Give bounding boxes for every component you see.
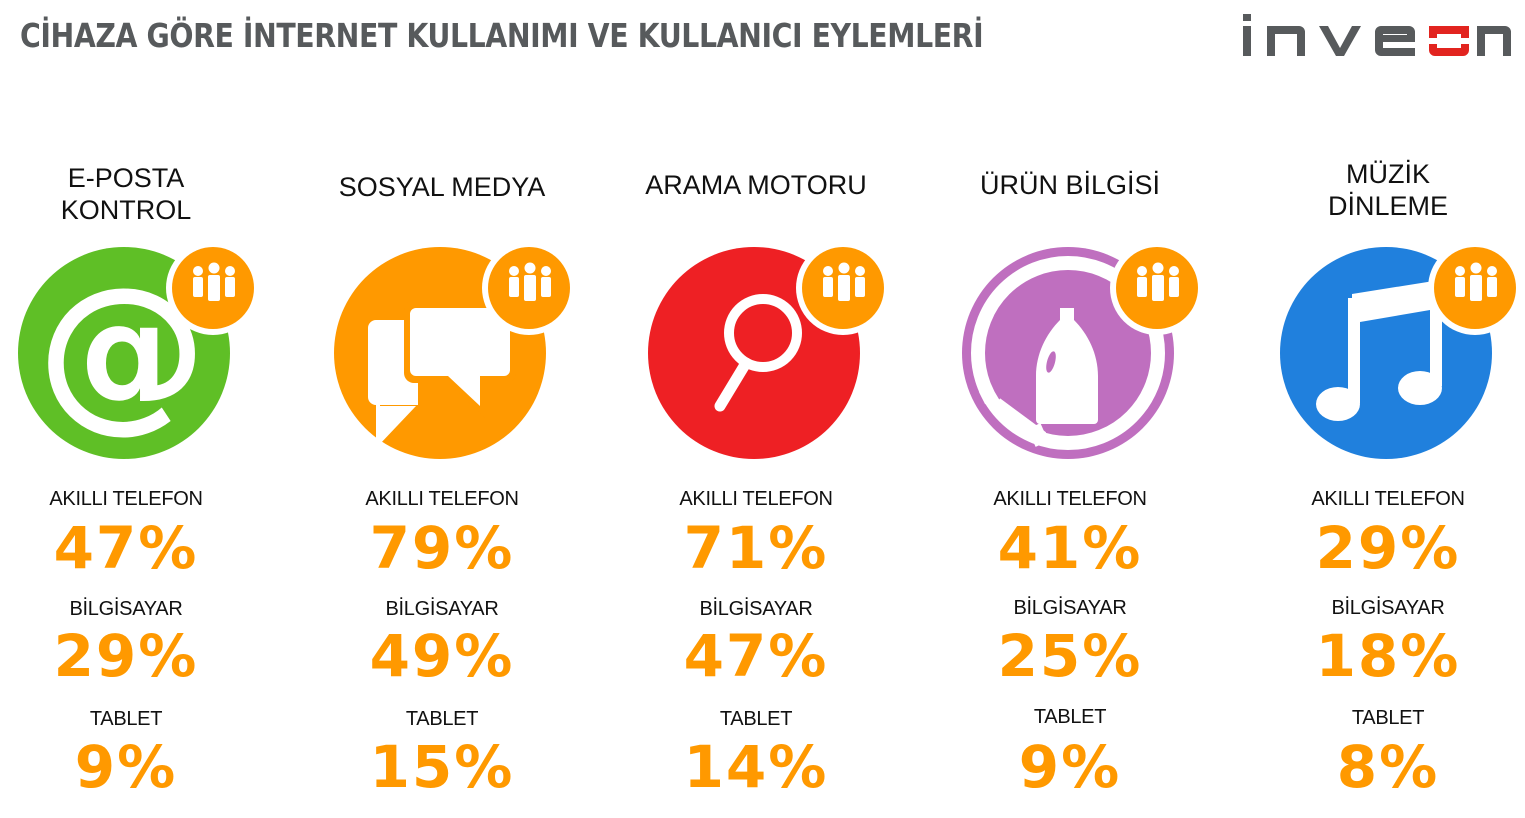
stat-label-tablet: TABLET (1351, 707, 1425, 729)
stat-label-computer: BİLGİSAYAR (385, 598, 499, 620)
stat-label-computer: BİLGİSAYAR (1331, 597, 1445, 619)
stat-value-tablet: 14% (683, 733, 829, 801)
stat-value-computer: 47% (683, 622, 829, 690)
stat-value-smartphone: 71% (683, 514, 829, 582)
category-label: ÜRÜN BİLGİSİ (920, 169, 1220, 201)
stat-label-computer: BİLGİSAYAR (699, 598, 813, 620)
page-title: CİHAZA GÖRE İNTERNET KULLANIMI VE KULLAN… (20, 16, 984, 55)
category-label-line1: ARAMA MOTORU (645, 170, 867, 200)
at-sign-icon: @ (18, 238, 260, 463)
category-music: MÜZİK DİNLEME AKILLI TELEFON 29% BİLGİSA… (1238, 0, 1525, 818)
category-search-engine: ARAMA MOTORU AKILLI TELEFON 71% BİLGİSAY… (606, 0, 906, 818)
category-label-line2: DİNLEME (1327, 191, 1449, 221)
stat-value-smartphone: 47% (53, 514, 199, 582)
stat-value-tablet: 9% (74, 733, 178, 801)
stat-label-tablet: TABLET (89, 708, 163, 730)
category-label-line1: ÜRÜN BİLGİSİ (979, 170, 1161, 200)
stat-label-smartphone: AKILLI TELEFON (679, 488, 833, 510)
category-social-media: SOSYAL MEDYA AKILLI TELEFON 79% BİLGİSAY… (292, 0, 592, 818)
magnifier-icon (648, 238, 890, 463)
stat-label-computer: BİLGİSAYAR (69, 598, 183, 620)
stat-value-tablet: 9% (1018, 733, 1122, 801)
stat-value-computer: 49% (369, 622, 515, 690)
stat-value-computer: 29% (53, 622, 199, 690)
stat-label-smartphone: AKILLI TELEFON (49, 488, 203, 510)
chat-bubbles-icon (334, 238, 576, 463)
stat-label-computer: BİLGİSAYAR (1013, 597, 1127, 619)
category-label: ARAMA MOTORU (606, 169, 906, 201)
stat-label-smartphone: AKILLI TELEFON (1311, 488, 1465, 510)
stat-label-smartphone: AKILLI TELEFON (365, 488, 519, 510)
category-label: SOSYAL MEDYA (292, 171, 592, 203)
stat-value-smartphone: 79% (369, 514, 515, 582)
category-label-line1: SOSYAL MEDYA (338, 172, 546, 202)
stat-label-tablet: TABLET (1033, 706, 1107, 728)
stat-value-computer: 18% (1315, 622, 1461, 690)
inveon-logo (1243, 14, 1511, 56)
category-label: E-POSTA KONTROL (0, 162, 276, 226)
stat-label-tablet: TABLET (719, 708, 793, 730)
category-label: MÜZİK DİNLEME (1238, 158, 1525, 222)
stat-value-smartphone: 29% (1315, 514, 1461, 582)
stat-value-computer: 25% (997, 622, 1143, 690)
category-label-line2: KONTROL (60, 195, 192, 225)
stat-value-tablet: 15% (369, 733, 515, 801)
stat-label-tablet: TABLET (405, 708, 479, 730)
category-email: E-POSTA KONTROL @ AKILLI TELEFON 47% BİL… (0, 0, 276, 818)
stat-value-tablet: 8% (1336, 733, 1440, 801)
stat-label-smartphone: AKILLI TELEFON (993, 488, 1147, 510)
category-product-info: ÜRÜN BİLGİSİ AKILLI TELEFON 41% BİLGİSAY… (920, 0, 1220, 818)
bottle-icon (962, 238, 1204, 463)
category-label-line1: E-POSTA (67, 163, 185, 193)
stat-value-smartphone: 41% (997, 514, 1143, 582)
music-note-icon (1280, 238, 1522, 463)
category-label-line1: MÜZİK (1346, 159, 1430, 189)
